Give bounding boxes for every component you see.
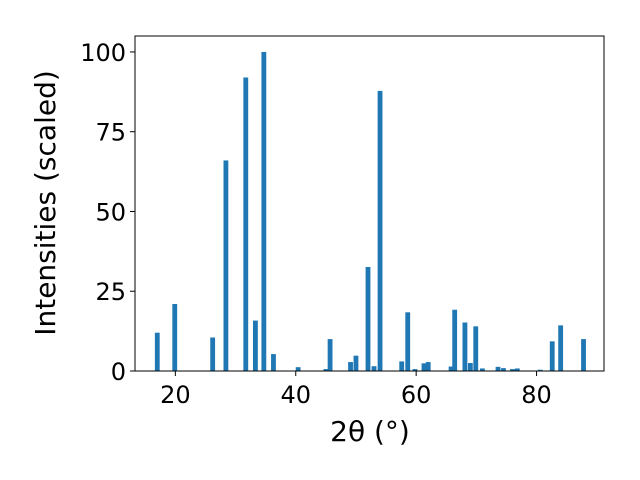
bar (467, 363, 473, 371)
bar (353, 355, 359, 371)
bar (348, 362, 353, 371)
bar (327, 339, 333, 371)
y-axis-label: Intensities (scaled) (29, 70, 62, 336)
bar (412, 369, 418, 371)
x-tick-label: 20 (160, 381, 191, 409)
bar (253, 320, 258, 371)
y-tick-label: 0 (111, 358, 126, 386)
bar (501, 368, 506, 371)
x-tick-label: 80 (521, 381, 552, 409)
bar (421, 363, 427, 371)
bar (479, 368, 485, 371)
bar (452, 309, 458, 371)
bar (323, 369, 329, 371)
bar (271, 354, 276, 371)
bar (495, 366, 501, 371)
y-tick-label: 25 (95, 278, 126, 306)
bar (549, 341, 555, 371)
bar (154, 332, 160, 371)
x-axis-label: 2θ (°) (330, 415, 410, 448)
y-tick-label: 75 (95, 119, 126, 147)
bar (473, 326, 479, 371)
x-tick-label: 60 (401, 381, 432, 409)
bar (172, 304, 178, 371)
bar (425, 362, 431, 371)
y-axis-ticks: 0 25 50 75 100 (80, 39, 135, 386)
plot-frame (134, 35, 605, 372)
bar (558, 325, 564, 371)
bar (399, 361, 405, 371)
bar (405, 312, 411, 371)
x-axis-ticks: 20 40 60 80 (160, 371, 552, 409)
bar (295, 367, 301, 371)
bar (537, 369, 543, 371)
bar (371, 366, 377, 371)
y-tick-label: 100 (80, 39, 126, 67)
bar (510, 369, 515, 371)
bar (365, 266, 371, 371)
bar (243, 77, 249, 371)
bar (210, 337, 216, 371)
bar (223, 160, 229, 371)
bar (581, 339, 586, 371)
x-tick-label: 40 (280, 381, 311, 409)
bar (377, 90, 383, 371)
bars (154, 51, 586, 371)
bar (448, 366, 454, 371)
bar (462, 322, 468, 371)
y-tick-label: 50 (95, 198, 126, 226)
bar (514, 368, 520, 371)
bar (261, 51, 267, 371)
